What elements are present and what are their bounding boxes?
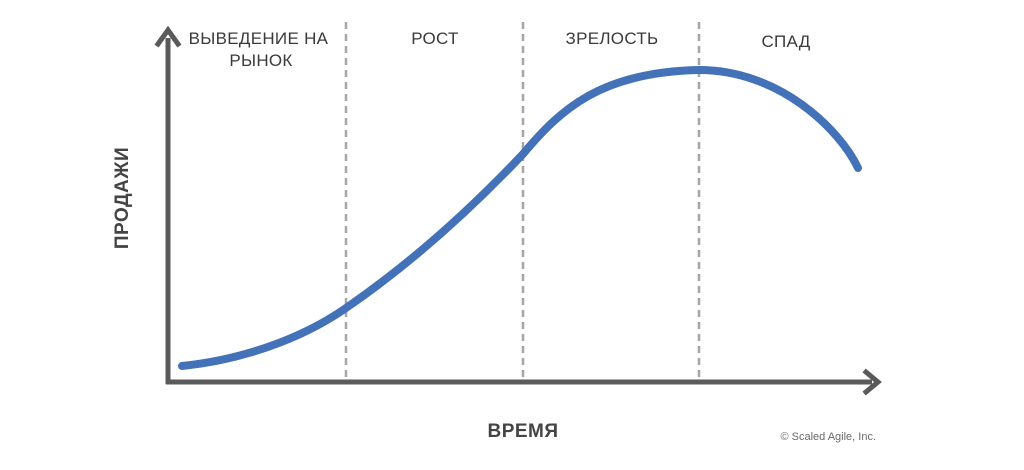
- stage-label-growth: РОСТ: [411, 29, 459, 48]
- stage-label-introduction-line-2: РЫНОК: [229, 51, 292, 70]
- lifecycle-curve: [178, 66, 862, 370]
- copyright-notice: © Scaled Agile, Inc.: [780, 431, 876, 443]
- x-axis-arrowhead: [862, 368, 882, 396]
- y-axis-title: ПРОДАЖИ: [112, 147, 133, 249]
- stage-label-maturity: ЗРЕЛОСТЬ: [566, 29, 659, 48]
- stage-label-introduction-line-1: ВЫВЕДЕНИЕ НА: [189, 29, 329, 48]
- y-axis-arrowhead: [154, 25, 182, 48]
- stage-label-introduction: ВЫВЕДЕНИЕ НА РЫНОК: [189, 29, 334, 70]
- stage-label-decline: СПАД: [761, 32, 810, 51]
- x-axis-title: ВРЕМЯ: [487, 421, 558, 442]
